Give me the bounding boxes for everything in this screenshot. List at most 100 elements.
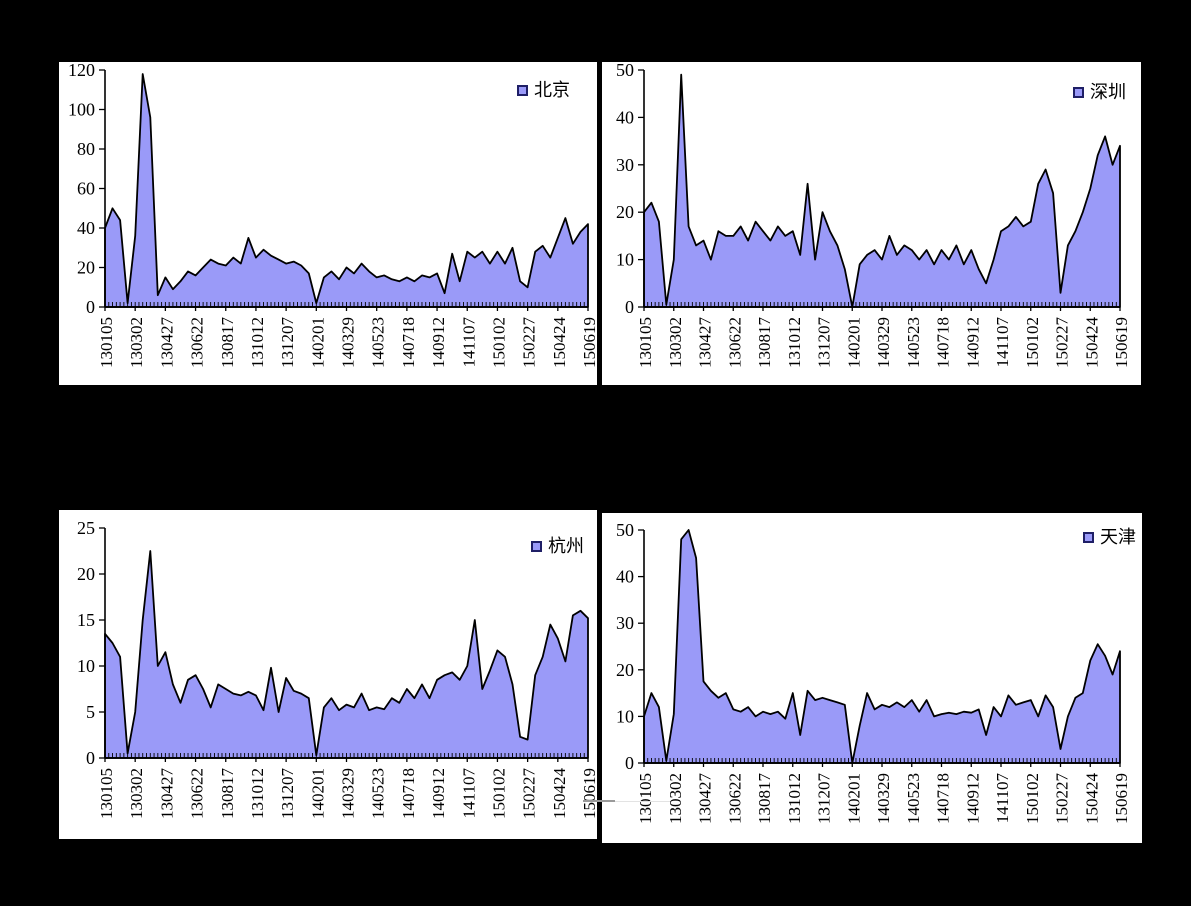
x-tick-label: 141107 [459, 317, 478, 368]
x-tick-label: 140523 [369, 768, 388, 819]
x-tick-label: 140329 [339, 317, 358, 368]
x-tick-label: 150227 [1053, 773, 1072, 825]
x-tick-label: 140718 [399, 768, 418, 819]
x-tick-label: 140523 [369, 317, 388, 368]
x-tick-label: 150424 [1082, 317, 1101, 369]
x-tick-label: 130105 [97, 317, 116, 368]
area-chart-shenzhen: 0 10 20 30 40 50 130105 130302 130427 130622 13081… [616, 62, 1131, 369]
x-tick-label: 130302 [666, 317, 685, 368]
area-series [104, 73, 589, 308]
chart-panel-beijing: 0 20 40 60 80 100 120 130105 130302 130427 130622 1… [59, 62, 597, 385]
y-tick-label: 10 [616, 706, 634, 726]
x-tick-label: 140201 [308, 768, 327, 819]
x-tick-label: 130817 [218, 317, 237, 369]
x-tick-label: 131012 [785, 317, 804, 368]
area-series [643, 73, 1121, 308]
y-tick-label: 0 [86, 748, 95, 768]
y-tick-label: 50 [616, 62, 634, 80]
x-tick-label: 140329 [339, 768, 358, 819]
x-tick-label: 150102 [489, 768, 508, 819]
x-tick-label: 130105 [636, 773, 655, 824]
x-tick-label: 140329 [874, 773, 893, 824]
legend-swatch-icon [1083, 531, 1094, 543]
chart-panel-shenzhen: 0 10 20 30 40 50 130105 130302 130427 130622 13081… [602, 62, 1141, 385]
y-tick-label: 40 [616, 107, 634, 127]
x-tick-label: 150424 [550, 317, 569, 369]
x-tick-label: 131012 [785, 773, 804, 824]
x-tick-label: 131207 [278, 768, 297, 820]
x-tick-label: 140912 [429, 317, 448, 368]
x-tick-label: 130302 [666, 773, 685, 824]
area-series [643, 529, 1121, 764]
x-tick-label: 131012 [248, 768, 267, 819]
x-tick-label: 150227 [520, 317, 539, 369]
legend-label: 天津 [1100, 527, 1136, 547]
x-tick-label: 131207 [815, 317, 834, 369]
y-tick-label: 80 [77, 139, 95, 159]
x-tick-label: 140329 [874, 317, 893, 368]
area-series [104, 550, 589, 759]
x-tick-label: 130427 [696, 773, 715, 825]
x-tick-label: 150102 [1023, 317, 1042, 368]
legend-label: 北京 [534, 80, 570, 100]
x-tick-label: 131012 [248, 317, 267, 368]
x-tick-label: 140912 [429, 768, 448, 819]
x-tick-label: 150619 [580, 317, 597, 368]
x-tick-label: 140718 [399, 317, 418, 368]
x-tick-label: 150102 [489, 317, 508, 368]
y-tick-label: 20 [616, 202, 634, 222]
x-tick-label: 130427 [696, 317, 715, 369]
x-tick-label: 130427 [157, 317, 176, 369]
legend-shenzhen: 深圳 [1073, 83, 1126, 101]
y-tick-label: 60 [77, 179, 95, 199]
y-tick-label: 30 [616, 155, 634, 175]
legend-swatch-icon [1073, 86, 1084, 98]
y-tick-label: 20 [77, 258, 95, 278]
y-tick-label: 20 [616, 660, 634, 680]
x-tick-label: 150424 [550, 768, 569, 820]
area-chart-tianjin: 0 10 20 30 40 50 130105 130302 130427 130622 13081… [616, 520, 1131, 825]
x-tick-label: 150619 [580, 768, 597, 819]
legend-hangzhou: 杭州 [531, 537, 584, 555]
y-tick-label: 120 [68, 62, 95, 80]
x-tick-label: 131207 [278, 317, 297, 369]
x-tick-label: 130622 [725, 773, 744, 824]
legend-beijing: 北京 [517, 81, 570, 99]
x-tick-label: 150619 [1112, 773, 1131, 824]
stray-gray-dash [583, 800, 615, 802]
x-tick-label: 150227 [520, 768, 539, 820]
x-tick-label: 140912 [963, 317, 982, 368]
chart-panel-hangzhou: 0 5 10 15 20 25 130105 130302 130427 130622 130817… [59, 510, 597, 839]
chart-panel-tianjin: 0 10 20 30 40 50 130105 130302 130427 130622 13081… [602, 513, 1142, 843]
x-tick-label: 141107 [993, 773, 1012, 824]
x-tick-label: 140201 [844, 773, 863, 824]
y-tick-label: 10 [77, 656, 95, 676]
x-tick-label: 130817 [755, 317, 774, 369]
x-tick-label: 140718 [934, 773, 953, 824]
legend-label: 杭州 [548, 536, 584, 556]
x-tick-label: 140201 [308, 317, 327, 368]
x-tick-label: 130817 [755, 773, 774, 825]
y-tick-label: 50 [616, 520, 634, 540]
y-tick-label: 40 [616, 567, 634, 587]
area-chart-beijing: 0 20 40 60 80 100 120 130105 130302 130427 130622 1… [68, 62, 597, 369]
y-tick-label: 100 [68, 100, 95, 120]
x-tick-label: 130622 [188, 317, 207, 368]
x-tick-label: 140201 [844, 317, 863, 368]
x-tick-label: 150424 [1082, 773, 1101, 825]
x-tick-label: 140912 [963, 773, 982, 824]
legend-tianjin: 天津 [1083, 528, 1136, 546]
legend-swatch-icon [531, 540, 542, 552]
x-tick-label: 150102 [1023, 773, 1042, 824]
y-tick-label: 0 [625, 297, 634, 317]
y-tick-label: 20 [77, 564, 95, 584]
y-tick-label: 15 [77, 610, 95, 630]
legend-label: 深圳 [1090, 82, 1126, 102]
x-tick-label: 131207 [815, 773, 834, 825]
legend-swatch-icon [517, 84, 528, 96]
stray-faint-line [615, 801, 670, 802]
x-tick-label: 140523 [904, 317, 923, 368]
y-tick-label: 5 [86, 702, 95, 722]
y-tick-label: 30 [616, 613, 634, 633]
